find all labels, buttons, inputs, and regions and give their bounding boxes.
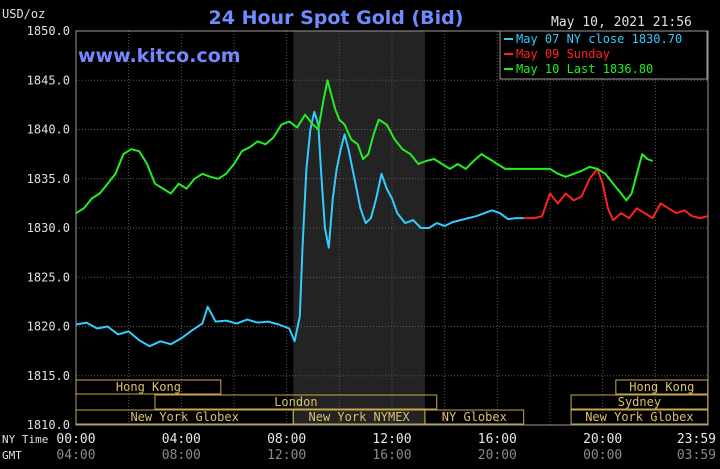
market-label: Hong Kong — [629, 380, 694, 394]
x-tick-ny: 12:00 — [372, 432, 411, 447]
market-label: Sydney — [618, 395, 661, 409]
market-label: London — [274, 395, 317, 409]
y-tick-label: 1840.0 — [27, 123, 70, 137]
x-axis-gmt-label: GMT — [2, 449, 22, 462]
y-tick-label: 1815.0 — [27, 369, 70, 383]
market-label: New York Globex — [585, 410, 693, 424]
watermark-url: www.kitco.com — [78, 45, 241, 67]
market-session — [424, 409, 525, 425]
market-session — [75, 379, 222, 395]
market-label: New York NYMEX — [309, 410, 411, 424]
x-tick-gmt: 03:59 — [677, 448, 716, 463]
market-label: NY Globex — [442, 410, 507, 424]
market-session — [570, 394, 709, 410]
series-line — [75, 79, 654, 215]
legend-entry: May 07 NY close 1830.70 — [516, 32, 682, 46]
market-session — [570, 409, 709, 425]
y-tick-label: 1810.0 — [27, 418, 70, 432]
x-tick-gmt: 08:00 — [162, 448, 201, 463]
x-tick-gmt: 00:00 — [583, 448, 622, 463]
y-tick-label: 1825.0 — [27, 270, 70, 284]
y-tick-label: 1845.0 — [27, 73, 70, 87]
x-tick-ny: 20:00 — [583, 432, 622, 447]
x-tick-gmt: 04:00 — [56, 448, 95, 463]
x-tick-ny: 04:00 — [162, 432, 201, 447]
x-tick-ny: 16:00 — [478, 432, 517, 447]
x-tick-gmt: 20:00 — [478, 448, 517, 463]
market-session — [154, 394, 438, 410]
market-label: Hong Kong — [116, 380, 181, 394]
session-highlight — [293, 31, 425, 425]
market-session — [615, 379, 709, 395]
legend-entry: May 09 Sunday — [516, 47, 610, 61]
plot-frame — [75, 30, 709, 426]
x-tick-ny: 00:00 — [56, 432, 95, 447]
chart-title: 24 Hour Spot Gold (Bid) — [209, 7, 464, 29]
legend-entry: May 10 Last 1836.80 — [516, 62, 653, 76]
x-axis-ny-label: NY Time — [2, 433, 48, 446]
y-tick-label: 1820.0 — [27, 320, 70, 334]
series-line — [523, 167, 708, 222]
x-tick-gmt: 12:00 — [267, 448, 306, 463]
x-tick-ny: 23:59 — [677, 432, 716, 447]
market-label: New York Globex — [130, 410, 238, 424]
timestamp: May 10, 2021 21:56 — [551, 15, 692, 30]
y-axis-unit: USD/oz — [2, 7, 45, 21]
legend-box — [499, 30, 708, 80]
y-tick-label: 1850.0 — [27, 24, 70, 38]
x-tick-ny: 08:00 — [267, 432, 306, 447]
y-tick-label: 1830.0 — [27, 221, 70, 235]
y-tick-label: 1835.0 — [27, 172, 70, 186]
series-line — [75, 110, 524, 348]
x-tick-gmt: 16:00 — [372, 448, 411, 463]
